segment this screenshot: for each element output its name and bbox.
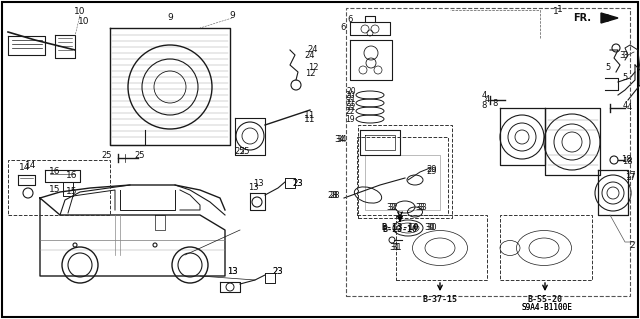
Text: 13: 13	[227, 268, 237, 277]
Text: 24: 24	[308, 46, 318, 55]
Text: 22: 22	[346, 103, 356, 113]
Text: 6: 6	[340, 23, 346, 32]
Text: 28: 28	[330, 190, 340, 199]
Text: 12: 12	[305, 69, 316, 78]
Text: 31: 31	[390, 243, 400, 253]
Text: 16: 16	[49, 167, 61, 176]
Text: 5: 5	[605, 63, 611, 72]
Text: 5: 5	[622, 73, 628, 83]
Text: 2: 2	[629, 241, 635, 249]
Text: 17: 17	[625, 174, 636, 182]
Text: 4: 4	[622, 100, 628, 109]
Text: 30: 30	[425, 224, 435, 233]
Text: 16: 16	[67, 170, 77, 180]
Text: 11: 11	[304, 115, 316, 124]
Polygon shape	[601, 13, 618, 23]
Text: 11: 11	[304, 110, 316, 120]
Text: 23: 23	[273, 268, 284, 277]
Text: 13: 13	[253, 179, 263, 188]
Text: 23: 23	[273, 268, 284, 277]
Text: 18: 18	[621, 155, 631, 165]
Text: 22: 22	[346, 107, 355, 115]
Text: 10: 10	[78, 18, 90, 26]
Text: 18: 18	[621, 158, 632, 167]
Text: 8: 8	[482, 101, 487, 110]
Text: 9: 9	[167, 13, 173, 23]
Text: 23: 23	[292, 179, 303, 188]
Text: 9: 9	[229, 11, 235, 19]
Text: 24: 24	[305, 50, 316, 60]
Text: 21: 21	[346, 99, 355, 108]
Bar	[346, 8, 630, 296]
Text: 12: 12	[308, 63, 318, 72]
Text: 20: 20	[346, 91, 355, 100]
Bar	[396, 215, 487, 280]
Text: 29: 29	[427, 166, 437, 174]
Text: 32: 32	[387, 203, 396, 211]
Text: 29: 29	[427, 167, 437, 176]
Text: FR.: FR.	[573, 13, 591, 23]
Text: 13: 13	[227, 268, 237, 277]
Bar	[358, 125, 452, 218]
Text: 14: 14	[19, 164, 31, 173]
Text: 33: 33	[415, 203, 425, 211]
Text: B-13-10: B-13-10	[383, 226, 417, 234]
Text: 4: 4	[484, 95, 490, 105]
Text: 32: 32	[388, 203, 398, 211]
Text: B-55-20: B-55-20	[527, 295, 563, 305]
Bar	[8, 160, 110, 215]
Bar	[357, 137, 448, 215]
Text: 3: 3	[620, 50, 625, 60]
Bar	[500, 215, 592, 280]
Text: 19: 19	[346, 115, 355, 123]
Text: 17: 17	[625, 170, 636, 180]
Text: 4: 4	[627, 103, 632, 113]
Text: 33: 33	[417, 203, 427, 211]
Text: 15: 15	[49, 186, 61, 195]
Text: S9A4-B1100E: S9A4-B1100E	[522, 303, 572, 313]
Text: B-37-15: B-37-15	[422, 295, 458, 305]
Text: 13: 13	[248, 183, 259, 192]
Text: 8: 8	[493, 99, 498, 108]
Text: 25: 25	[102, 151, 112, 160]
Text: 34: 34	[337, 136, 347, 145]
Text: 6: 6	[348, 16, 353, 25]
Text: 21: 21	[346, 95, 356, 105]
Text: 1: 1	[553, 8, 559, 17]
Text: 31: 31	[392, 243, 403, 253]
Text: 28: 28	[328, 190, 338, 199]
Text: 1: 1	[557, 5, 563, 14]
Text: 20: 20	[346, 86, 356, 95]
Text: 10: 10	[74, 8, 86, 17]
Text: 4: 4	[482, 92, 487, 100]
Text: 23: 23	[292, 179, 303, 188]
Text: 34: 34	[334, 136, 345, 145]
Text: 30: 30	[427, 224, 437, 233]
Text: 25: 25	[240, 147, 250, 157]
Text: B-13-10: B-13-10	[381, 224, 419, 233]
Text: 3: 3	[622, 50, 628, 60]
Text: 15: 15	[67, 188, 77, 197]
Text: 25: 25	[135, 151, 145, 160]
Text: S9A4-B1100E: S9A4-B1100E	[522, 303, 572, 313]
Text: 25: 25	[235, 147, 245, 157]
Text: 14: 14	[25, 160, 36, 169]
